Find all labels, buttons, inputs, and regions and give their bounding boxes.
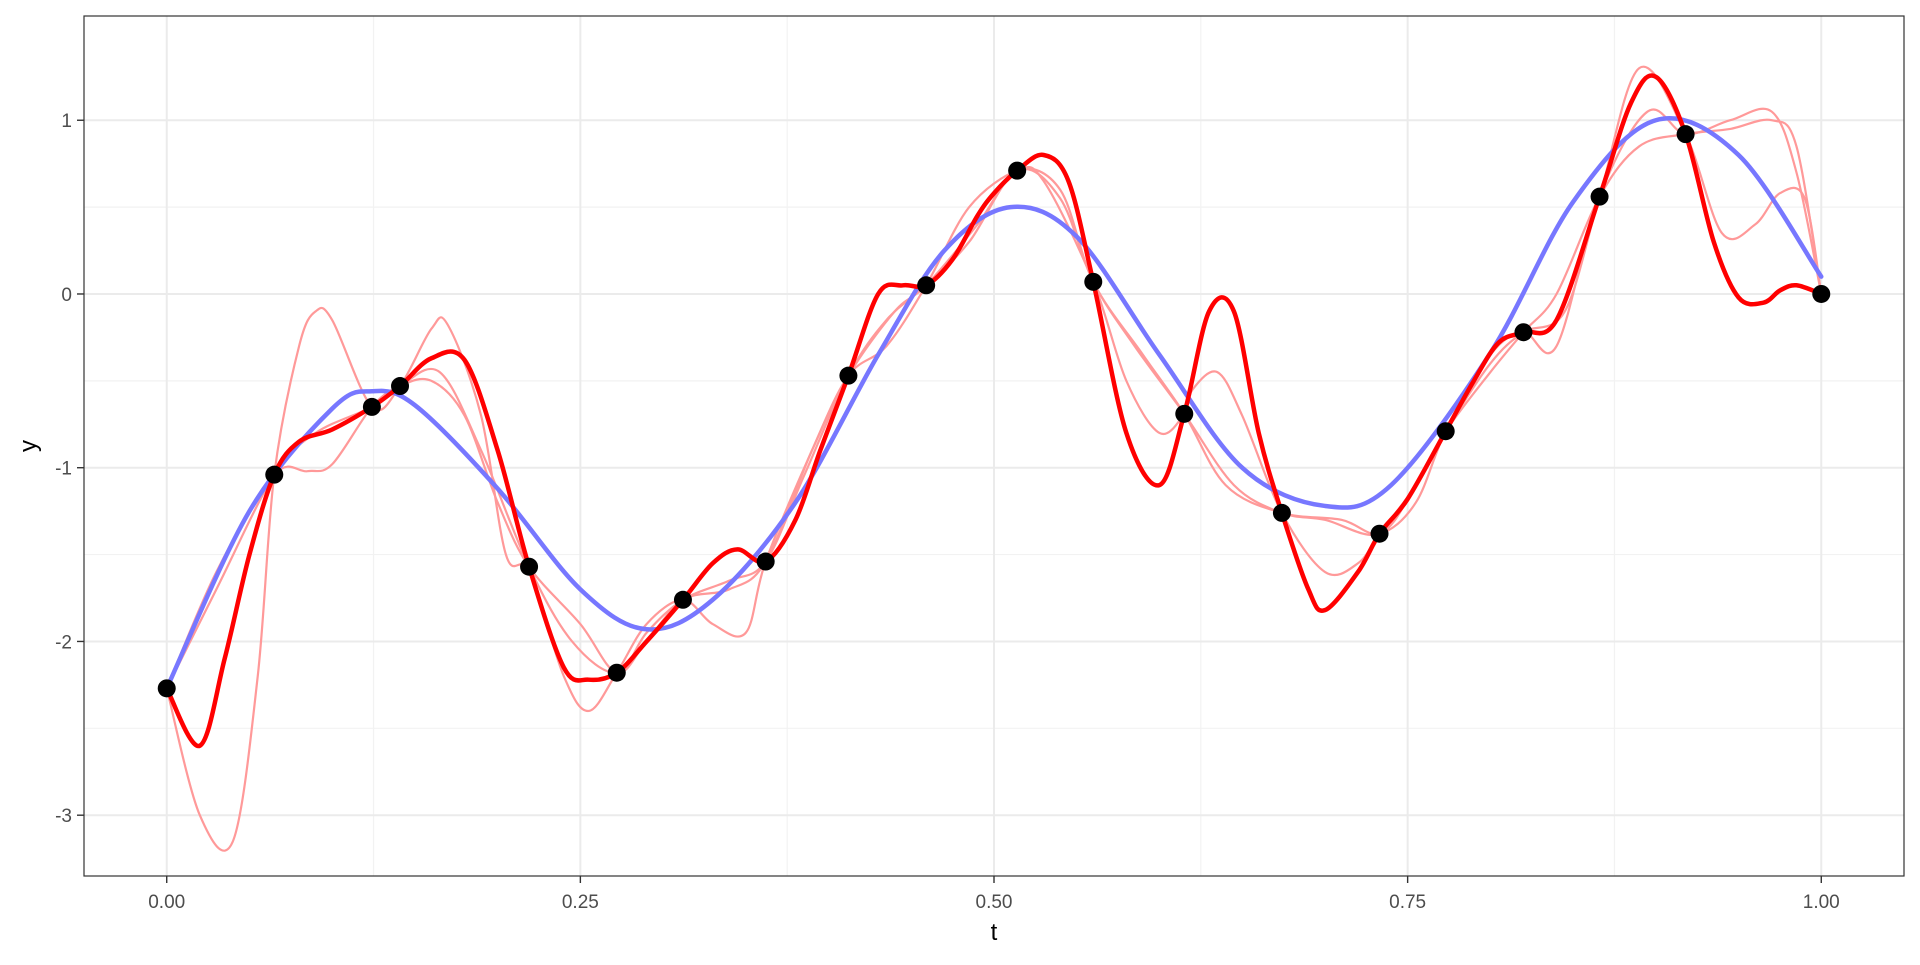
y-axis-ticks: -3 -2 -1 0 1 — [55, 111, 84, 827]
x-tick-label: 0.50 — [976, 892, 1013, 913]
data-point — [1812, 284, 1831, 303]
y-tick-label: -2 — [55, 632, 72, 653]
y-tick-label: -1 — [55, 459, 72, 480]
data-point — [673, 590, 692, 609]
highlight-path — [164, 73, 1824, 748]
data-point — [1084, 272, 1103, 291]
data-point — [1590, 187, 1609, 206]
data-point — [1008, 161, 1027, 180]
data-point — [391, 377, 410, 396]
data-point — [265, 465, 284, 484]
highlight-path-line — [164, 73, 1824, 748]
grid-major — [84, 16, 1904, 876]
x-tick-label: 0.75 — [1389, 892, 1426, 913]
data-point — [1370, 524, 1389, 543]
data-point — [1175, 404, 1194, 423]
data-point — [917, 276, 936, 295]
x-tick-label: 1.00 — [1803, 892, 1840, 913]
data-point — [362, 397, 381, 416]
x-axis-ticks: 0.00 0.25 0.50 0.75 1.00 — [148, 876, 1840, 913]
y-tick-label: 1 — [61, 111, 72, 132]
data-point — [607, 663, 626, 682]
data-point — [1514, 323, 1533, 342]
data-point — [1272, 503, 1291, 522]
y-tick-label: 0 — [61, 285, 72, 306]
data-point — [839, 366, 858, 385]
data-point — [157, 679, 176, 698]
true-function-line — [164, 116, 1824, 691]
y-axis-title: y — [15, 440, 42, 452]
observation-points — [157, 125, 1831, 698]
x-tick-label: 0.00 — [148, 892, 185, 913]
x-tick-label: 0.25 — [562, 892, 599, 913]
data-point — [1676, 125, 1695, 144]
data-point — [520, 557, 539, 576]
data-point — [1436, 422, 1455, 441]
true-function — [164, 116, 1824, 691]
x-axis-title: t — [991, 919, 998, 946]
data-point — [756, 552, 775, 571]
y-tick-label: -3 — [55, 806, 72, 827]
